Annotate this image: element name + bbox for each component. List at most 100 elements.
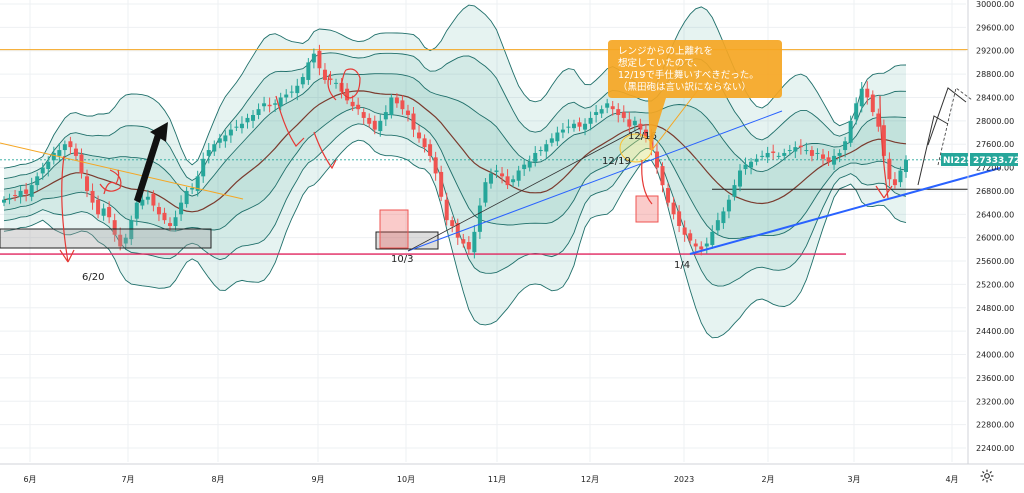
candle-body <box>854 103 859 120</box>
callout-line-1: レンジからの上離れを <box>618 45 713 57</box>
red-annotation <box>59 249 75 263</box>
candle-body <box>599 109 604 114</box>
candle-body <box>228 129 233 136</box>
candle-body <box>643 129 648 139</box>
candle-body <box>129 220 134 240</box>
candle-body <box>24 189 29 194</box>
red-annotation <box>103 169 120 195</box>
candle-body <box>145 196 150 200</box>
candle-body <box>594 112 599 115</box>
candle-body <box>7 197 12 200</box>
candle-body <box>699 246 704 250</box>
candle-body <box>522 164 527 170</box>
x-tick-label: 11月 <box>488 475 506 484</box>
candle-body <box>322 69 327 80</box>
candle-body <box>892 179 897 186</box>
candle-body <box>610 106 615 110</box>
candle-body <box>632 120 637 126</box>
candle-body <box>616 109 621 115</box>
candle-body <box>881 125 886 156</box>
y-tick-label: 23200.00 <box>976 397 1014 406</box>
band-1sigma-fill <box>4 73 906 239</box>
candlesticks <box>2 44 908 259</box>
candle-body <box>488 173 493 184</box>
candle-body <box>234 126 239 128</box>
candle-body <box>428 144 433 156</box>
candle-body <box>666 188 671 203</box>
black-arrow-head <box>150 122 168 142</box>
candle-body <box>605 103 610 108</box>
projection-path-2 <box>927 87 967 146</box>
y-tick-label: 28000.00 <box>976 117 1014 126</box>
reference-levels <box>0 49 968 255</box>
candle-body <box>62 144 67 151</box>
candle-body <box>96 199 101 215</box>
symbol-label: NI225 <box>943 156 973 166</box>
x-tick-label: 6月 <box>23 475 36 484</box>
candle-body <box>859 88 864 107</box>
callout-note[interactable]: レンジからの上離れを 想定していたので、 12/19で手仕舞いすべきだった。 （… <box>608 40 782 150</box>
candle-body <box>239 123 244 129</box>
candle-body <box>472 231 477 253</box>
x-tick-label: 12月 <box>581 475 599 484</box>
red-annotation <box>341 68 361 99</box>
gear-icon <box>980 469 994 483</box>
candle-body <box>677 211 682 226</box>
candle-body <box>511 179 516 183</box>
candle-body <box>439 171 444 197</box>
band-line <box>3 73 907 197</box>
candle-body <box>107 207 112 218</box>
candle-body <box>383 112 388 120</box>
y-tick-label: 26800.00 <box>976 187 1014 196</box>
red-annotation <box>641 159 653 205</box>
candle-body <box>837 152 842 156</box>
x-tick-label: 4月 <box>945 475 958 484</box>
chart-settings-button[interactable] <box>976 466 998 486</box>
candle-body <box>394 97 399 104</box>
candle-body <box>422 138 427 148</box>
candle-body <box>51 152 56 161</box>
candle-body <box>179 202 184 215</box>
candle-body <box>162 212 167 221</box>
candle-body <box>737 170 742 187</box>
candle-body <box>278 97 283 107</box>
callout-line-4: （黒田砲は言い訳にならない） <box>618 81 751 93</box>
candle-body <box>527 161 532 168</box>
candle-body <box>123 237 128 244</box>
candle-body <box>389 97 394 115</box>
candle-body <box>560 129 565 133</box>
y-tick-label: 24000.00 <box>976 351 1014 360</box>
x-tick-label: 2023 <box>674 475 694 484</box>
candle-body <box>118 234 123 247</box>
red-annotation <box>879 95 889 199</box>
candle-body <box>245 117 250 123</box>
candle-body <box>776 155 781 157</box>
candle-body <box>760 155 765 157</box>
uptrend-line-long <box>407 110 783 252</box>
highlight-box-october <box>379 209 409 249</box>
candle-body <box>815 152 820 154</box>
candle-body <box>273 103 278 105</box>
candle-body <box>671 202 676 215</box>
band-line <box>3 4 907 169</box>
red-annotation <box>313 131 337 170</box>
candle-body <box>704 243 709 247</box>
candle-body <box>793 147 798 152</box>
candle-body <box>57 150 62 156</box>
candle-body <box>843 141 848 151</box>
y-tick-label: 25600.00 <box>976 257 1014 266</box>
candle-body <box>433 157 438 174</box>
candle-body <box>688 233 693 241</box>
candle-body <box>638 123 643 130</box>
candle-body <box>345 88 350 101</box>
candle-body <box>577 122 582 127</box>
date-annotation-1-4: 1/4 <box>674 260 690 271</box>
candle-body <box>311 53 316 63</box>
red-annotation <box>61 155 69 263</box>
uptrend-line-recent <box>689 167 1001 255</box>
candle-body <box>411 113 416 130</box>
drawings <box>0 68 1001 263</box>
candle-body <box>660 166 665 186</box>
y-tick-label: 26000.00 <box>976 234 1014 243</box>
